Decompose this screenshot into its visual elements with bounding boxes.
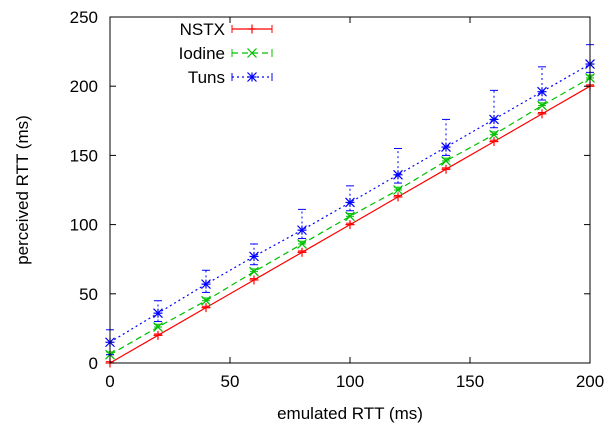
data-point-nstx bbox=[537, 109, 547, 119]
legend-entry-tuns: Tuns bbox=[188, 68, 273, 87]
x-tick-label: 200 bbox=[576, 372, 604, 391]
data-point-tuns bbox=[249, 251, 259, 262]
legend-entry-nstx: NSTX bbox=[180, 20, 273, 39]
data-point-tuns bbox=[393, 169, 403, 180]
y-tick-label: 100 bbox=[70, 216, 98, 235]
data-point-nstx bbox=[201, 303, 211, 313]
data-point-iodine bbox=[489, 129, 499, 140]
data-point-nstx bbox=[297, 247, 307, 257]
legend-marker-iodine bbox=[247, 48, 257, 58]
data-point-tuns bbox=[153, 308, 163, 319]
data-point-iodine bbox=[249, 266, 259, 277]
legend-label-iodine: Iodine bbox=[179, 44, 225, 63]
y-tick-label: 50 bbox=[79, 285, 98, 304]
series-line-iodine bbox=[109, 77, 591, 356]
data-point-nstx bbox=[489, 137, 499, 147]
x-tick-label: 0 bbox=[105, 372, 114, 391]
x-tick-label: 50 bbox=[221, 372, 240, 391]
series-layer bbox=[105, 44, 595, 368]
legend-marker-tuns bbox=[247, 72, 257, 82]
data-point-iodine bbox=[537, 100, 547, 111]
data-point-nstx bbox=[153, 330, 163, 340]
y-axis-label: perceived RTT (ms) bbox=[13, 115, 32, 265]
legend: NSTX Iodine Tuns bbox=[179, 20, 273, 87]
series-iodine bbox=[105, 72, 595, 360]
y-tick-label: 150 bbox=[70, 146, 98, 165]
y-tick-label: 0 bbox=[89, 354, 98, 373]
legend-marker-nstx bbox=[247, 24, 257, 34]
x-tick-label: 150 bbox=[456, 372, 484, 391]
legend-entry-iodine: Iodine bbox=[179, 44, 273, 63]
data-point-tuns bbox=[489, 114, 499, 125]
ticks-layer: 0 50 100 150 200 0 50 100 150 200 250 bbox=[70, 8, 605, 391]
series-nstx bbox=[105, 81, 595, 368]
x-tick-label: 100 bbox=[336, 372, 364, 391]
data-point-iodine bbox=[393, 185, 403, 195]
data-point-iodine bbox=[297, 239, 307, 249]
y-tick-label: 200 bbox=[70, 77, 98, 96]
data-point-nstx bbox=[441, 164, 451, 174]
data-point-iodine bbox=[345, 211, 355, 222]
data-point-iodine bbox=[153, 322, 163, 332]
x-axis-label: emulated RTT (ms) bbox=[277, 404, 423, 423]
data-point-tuns bbox=[441, 142, 451, 153]
data-point-tuns bbox=[297, 225, 307, 236]
data-point-nstx bbox=[345, 220, 355, 230]
data-point-iodine bbox=[201, 295, 211, 306]
y-tick-label: 250 bbox=[70, 8, 98, 27]
error-bar-tuns bbox=[346, 185, 354, 212]
error-bar-tuns bbox=[298, 208, 306, 239]
data-point-tuns bbox=[345, 197, 355, 208]
series-tuns bbox=[105, 44, 595, 356]
data-point-tuns bbox=[201, 279, 211, 290]
data-point-tuns bbox=[537, 86, 547, 97]
data-point-nstx bbox=[249, 275, 259, 285]
data-point-nstx bbox=[393, 192, 403, 202]
legend-label-nstx: NSTX bbox=[180, 20, 225, 39]
data-point-iodine bbox=[441, 156, 451, 166]
legend-label-tuns: Tuns bbox=[188, 68, 225, 87]
